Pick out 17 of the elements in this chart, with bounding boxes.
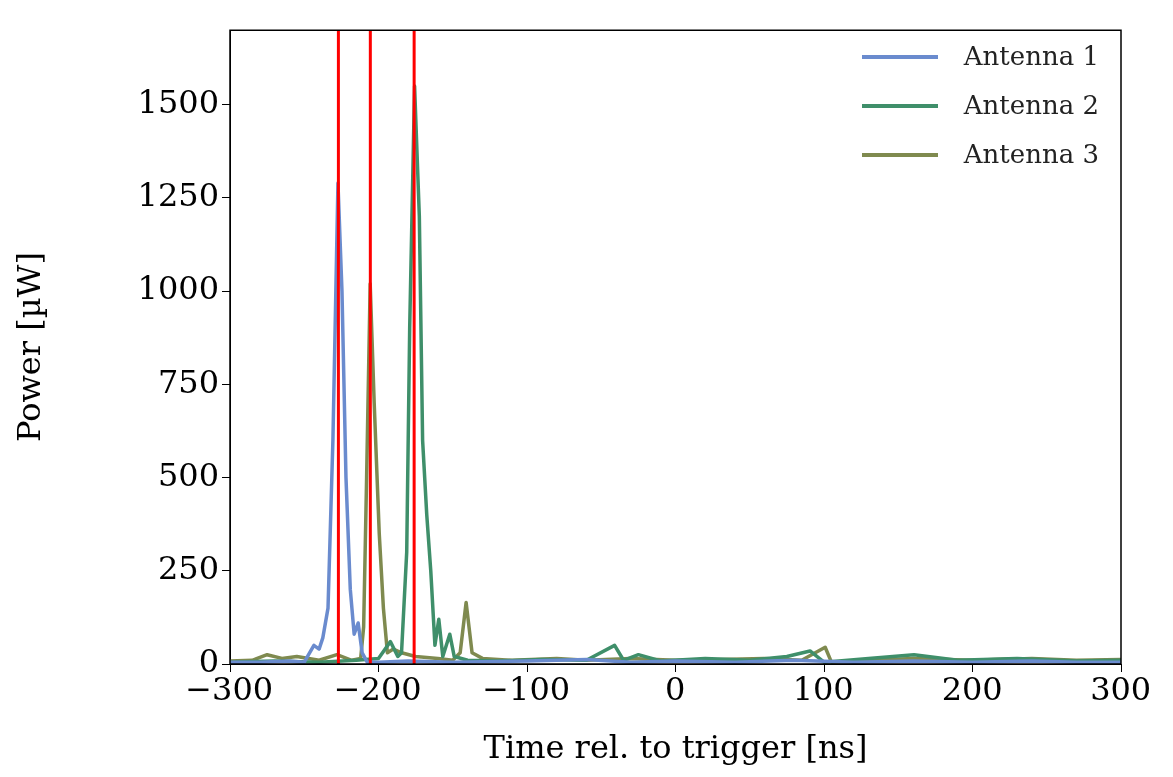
x-axis-title: Time rel. to trigger [ns]	[483, 728, 868, 767]
y-tick-label: 250	[157, 549, 219, 588]
y-tick-label: 500	[157, 455, 219, 494]
y-tick-label: 750	[157, 362, 219, 401]
x-tick-label: −100	[482, 670, 571, 709]
x-tick-label: 300	[1090, 670, 1152, 709]
x-tick-label: 100	[792, 670, 854, 709]
y-tick-label: 1500	[137, 83, 219, 122]
legend-label: Antenna 1	[963, 40, 1099, 73]
y-axis-title: Power [µW]	[9, 252, 48, 443]
x-tick-label: 0	[665, 670, 686, 709]
y-tick-label: 1250	[137, 176, 219, 215]
y-tick-label: 1000	[137, 269, 219, 308]
legend-label: Antenna 2	[963, 89, 1099, 122]
legend-label: Antenna 3	[963, 138, 1099, 171]
x-tick-label: −200	[333, 670, 422, 709]
x-tick-label: 200	[941, 670, 1003, 709]
